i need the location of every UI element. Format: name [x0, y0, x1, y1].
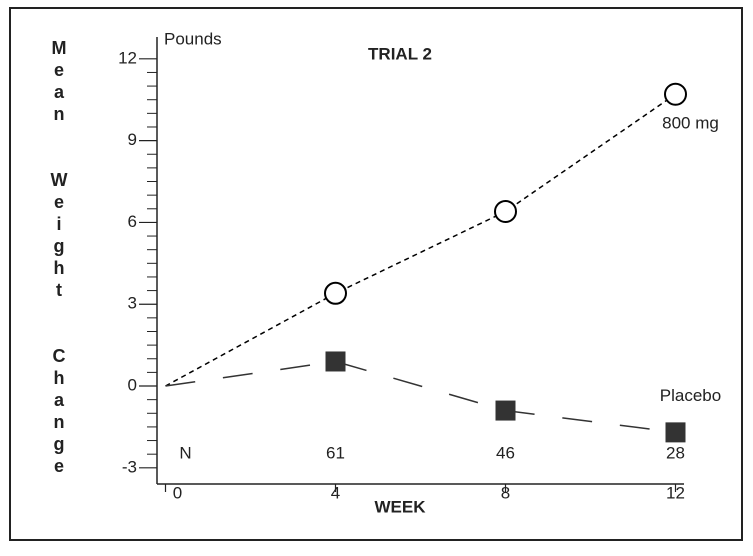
y-tick-label: 3 [128, 294, 137, 313]
n-value: 28 [666, 444, 685, 463]
marker [324, 281, 347, 305]
n-value: 46 [496, 444, 515, 463]
chart-title: TRIAL 2 [368, 44, 432, 63]
marker [494, 200, 517, 224]
n-value: 61 [326, 444, 345, 463]
y-tick-label: 6 [128, 212, 137, 231]
y-axis-label: Mean Weight Change [49, 38, 69, 478]
series-line [165, 360, 676, 434]
x-tick-label: 4 [331, 483, 340, 502]
y-tick-label: 0 [128, 376, 137, 395]
marker [665, 422, 686, 443]
frame [9, 7, 743, 541]
n-label: N [179, 444, 191, 463]
marker [325, 351, 346, 372]
x-axis-label: WEEK [375, 497, 427, 516]
x-tick-label: 0 [173, 483, 182, 502]
marker [495, 400, 516, 421]
series-line [165, 93, 676, 387]
series-label: Placebo [660, 386, 721, 405]
y-unit: Pounds [164, 29, 222, 48]
marker [664, 82, 687, 106]
y-tick-label: 9 [128, 130, 137, 149]
x-tick-label: 8 [501, 483, 510, 502]
y-tick-label: -3 [122, 457, 137, 476]
y-tick-label: 12 [118, 48, 137, 67]
series-label: 800 mg [662, 114, 719, 133]
x-tick-label: 12 [666, 483, 685, 502]
